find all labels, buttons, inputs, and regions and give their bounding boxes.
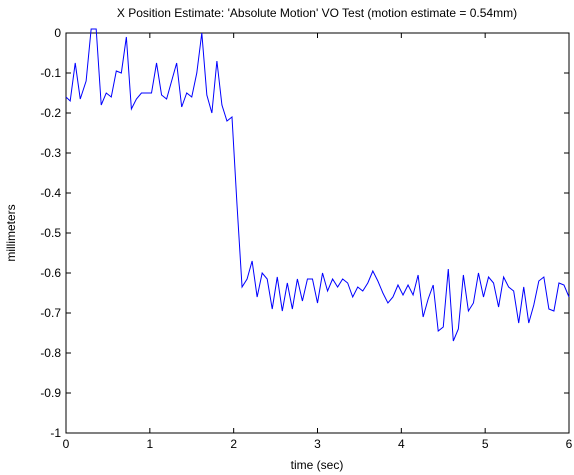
x-tick-label: 6 bbox=[566, 437, 573, 451]
x-tick-label: 2 bbox=[230, 437, 237, 451]
x-axis-label: time (sec) bbox=[291, 458, 344, 472]
y-tick-label: -1 bbox=[50, 426, 61, 440]
plot-area bbox=[65, 32, 570, 434]
y-tick-label: -0.3 bbox=[40, 146, 61, 160]
x-tick-label: 3 bbox=[314, 437, 321, 451]
y-tick-label: -0.7 bbox=[40, 306, 61, 320]
x-tick-label: 5 bbox=[482, 437, 489, 451]
chart-title: X Position Estimate: 'Absolute Motion' V… bbox=[117, 6, 517, 20]
y-axis-label: millimeters bbox=[4, 204, 18, 261]
y-tick-label: -0.4 bbox=[40, 186, 61, 200]
y-tick-label: -0.5 bbox=[40, 226, 61, 240]
x-tick-label: 4 bbox=[398, 437, 405, 451]
x-tick-label: 0 bbox=[63, 437, 70, 451]
y-tick-label: -0.2 bbox=[40, 106, 61, 120]
y-tick-label: -0.6 bbox=[40, 266, 61, 280]
y-tick-label: -0.1 bbox=[40, 66, 61, 80]
series-line bbox=[65, 28, 570, 342]
y-tick-label: -0.9 bbox=[40, 386, 61, 400]
y-tick-label: -0.8 bbox=[40, 346, 61, 360]
y-axis-ticks: 0 -0.1 -0.2 -0.3 -0.4 -0.5 -0.6 -0.7 -0.8 -0.9 -1 bbox=[40, 26, 569, 440]
y-tick-label: 0 bbox=[54, 26, 61, 40]
x-axis-ticks: 0 1 2 3 4 5 6 bbox=[63, 33, 573, 451]
x-tick-label: 1 bbox=[146, 437, 153, 451]
